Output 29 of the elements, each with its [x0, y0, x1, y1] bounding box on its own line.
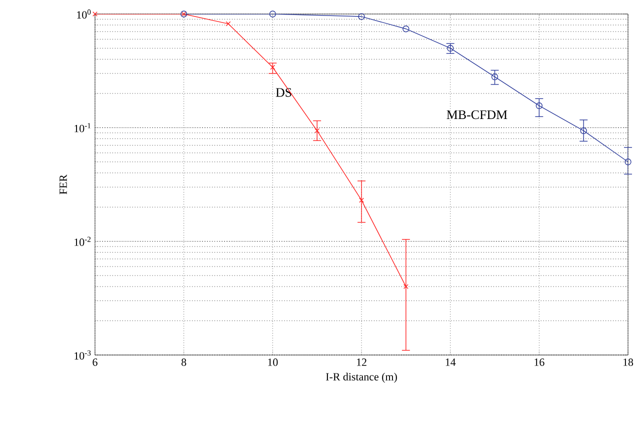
x-tick-label: 14: [446, 358, 456, 366]
series-label: DS: [276, 88, 292, 97]
y-tick-label: 10$^{-3}$: [74, 350, 91, 360]
x-tick-label: 18: [623, 358, 634, 366]
point: [226, 21, 231, 26]
x-tick-label: 16: [534, 358, 544, 366]
x-tick-label: 6: [92, 358, 98, 366]
point: [358, 13, 365, 20]
x-tick-label: 8: [182, 358, 186, 366]
point: [491, 74, 498, 80]
y-tick-label: 10$^{-2}$: [74, 236, 91, 246]
x-tick-label: 12: [356, 358, 366, 366]
series-label: MB-CFDM: [446, 110, 508, 120]
point: [402, 26, 410, 32]
x-axis-title: I-R distance (m): [326, 372, 397, 383]
point: [403, 284, 408, 290]
point: [314, 128, 320, 134]
point: [359, 198, 364, 203]
point: [270, 64, 276, 70]
x-tick-label: 10: [268, 358, 278, 366]
y-tick-label: 10$^{0}$: [77, 9, 91, 19]
point: [624, 158, 632, 166]
y-tick-label: 10$^{-1}$: [74, 123, 91, 132]
point: [92, 12, 98, 16]
y-axis-title: FER: [60, 174, 67, 194]
point: [536, 102, 543, 110]
point: [580, 127, 587, 134]
point: [447, 44, 454, 52]
point: [269, 10, 276, 18]
